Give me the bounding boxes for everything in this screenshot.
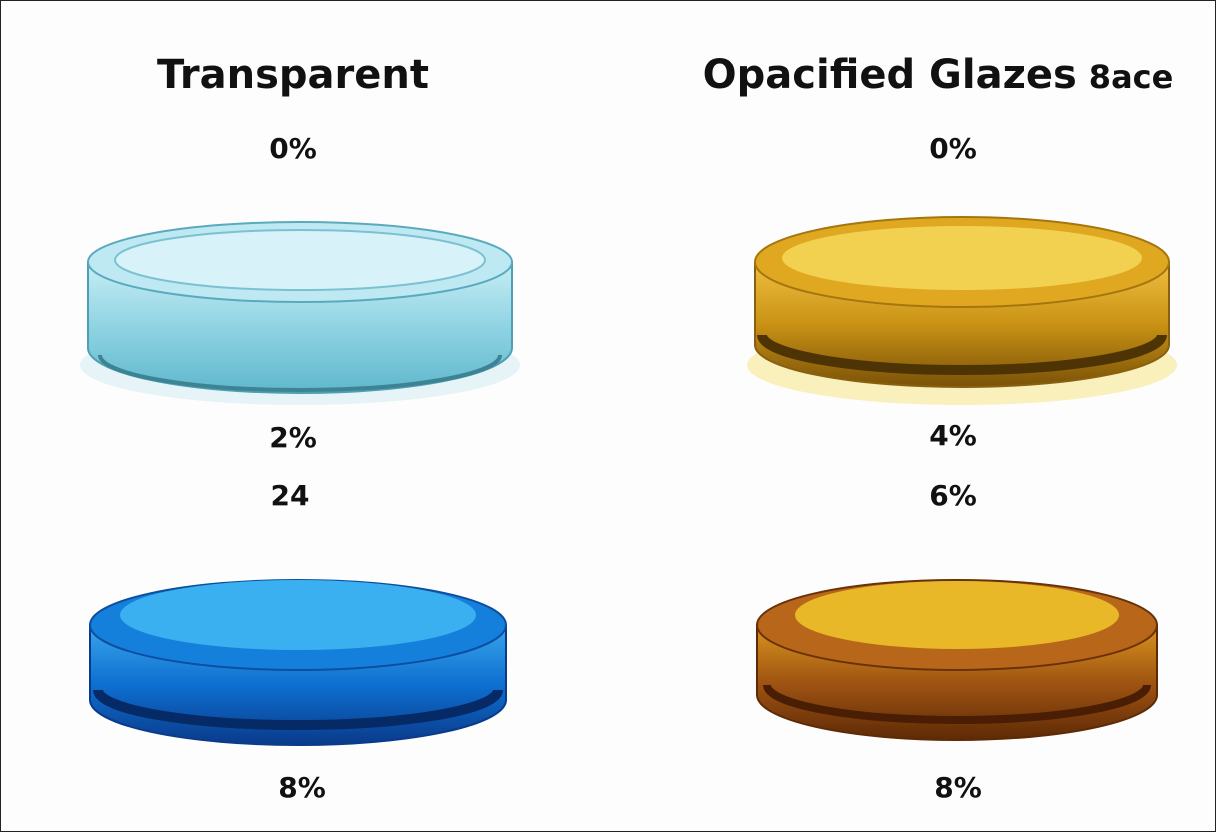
dish-amber xyxy=(747,216,1177,405)
dish-cyan xyxy=(80,221,520,405)
percent-label: 2% xyxy=(269,421,317,454)
percent-label: 24 xyxy=(271,479,310,512)
percent-label: 8% xyxy=(934,771,982,804)
column-title: Opacified Glazes 8ace xyxy=(703,52,1174,98)
percent-label: 4% xyxy=(929,419,977,452)
percent-label: 0% xyxy=(269,132,317,165)
percent-label: 8% xyxy=(278,771,326,804)
column-title: Transparent xyxy=(157,52,429,98)
dish-brown xyxy=(756,579,1158,741)
title-main: Opacified Glazes xyxy=(703,52,1077,98)
percent-label: 0% xyxy=(929,132,977,165)
dish-blue xyxy=(89,579,507,746)
percent-label: 6% xyxy=(929,479,977,512)
title-suffix: 8ace xyxy=(1089,58,1174,96)
